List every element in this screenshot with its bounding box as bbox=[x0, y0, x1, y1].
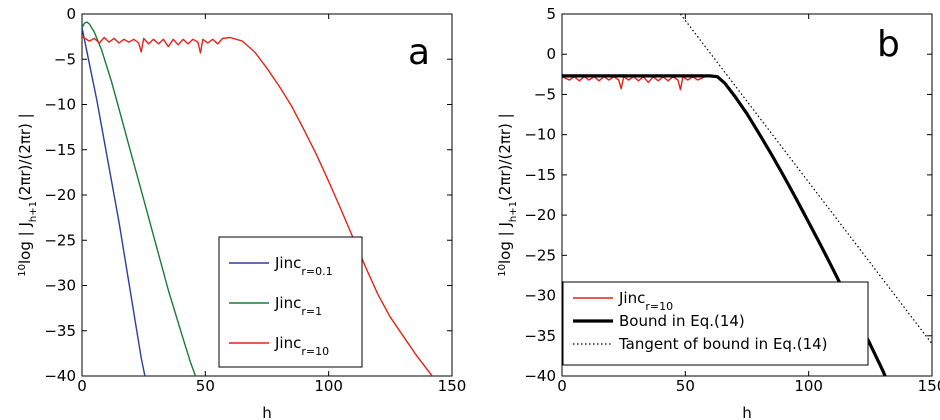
legend-entry: Tangent of bound in Eq.(14) bbox=[618, 335, 828, 353]
y-tick-label: −25 bbox=[44, 231, 76, 249]
y-label-tail: (2πr)/(2πr) | bbox=[496, 113, 514, 201]
y-tick-label: −10 bbox=[44, 96, 76, 114]
series-line-tangent-of-bound-in-eq-14- bbox=[679, 14, 932, 345]
plot-area bbox=[82, 21, 433, 376]
legend-box bbox=[218, 236, 363, 368]
legend-entry: Jincr=10 bbox=[618, 289, 673, 313]
axes-box bbox=[561, 13, 933, 377]
y-tick-label: −20 bbox=[44, 186, 76, 204]
y-tick-label: −15 bbox=[44, 141, 76, 159]
x-axis-label: h bbox=[742, 404, 752, 420]
legend-box bbox=[562, 281, 869, 366]
y-label-main: log | J bbox=[496, 222, 514, 264]
x-tick-label: 50 bbox=[676, 377, 695, 395]
y-tick-label: −10 bbox=[524, 126, 556, 144]
legend-entry-name: Jinc bbox=[274, 254, 301, 272]
y-tick-label: −30 bbox=[524, 287, 556, 305]
legend-entry-subscript: r=10 bbox=[645, 300, 673, 313]
y-tick-label: −20 bbox=[524, 206, 556, 224]
y-tick-label: −5 bbox=[54, 50, 76, 68]
legend-entry: Jincr=1 bbox=[274, 294, 322, 318]
series-line-jinc-r1 bbox=[82, 21, 197, 376]
legend-entry: Jincr=0.1 bbox=[274, 254, 333, 278]
y-label-subscript: h+1 bbox=[28, 201, 39, 222]
y-axis-label: 10log | Jh+1(2πr)/(2πr) | bbox=[496, 113, 519, 277]
x-tick-label: 50 bbox=[196, 377, 215, 395]
panel-b: 05010015050−5−10−15−20−25−30−35−40h10log… bbox=[496, 5, 940, 420]
series-line-jinc-r10 bbox=[82, 36, 433, 376]
legend-entry-subscript: r=1 bbox=[301, 305, 322, 318]
y-axis-label: 10log | Jh+1(2πr)/(2πr) | bbox=[16, 113, 39, 277]
legend-entry: Bound in Eq.(14) bbox=[619, 312, 745, 330]
legend-entry-name: Jinc bbox=[618, 289, 645, 307]
y-tick-label: −5 bbox=[534, 85, 556, 103]
y-tick-label: −30 bbox=[44, 277, 76, 295]
legend-entry-subscript: r=0.1 bbox=[301, 265, 332, 278]
legend-entry-name: Tangent of bound in Eq.(14) bbox=[618, 335, 828, 353]
legend-entry-subscript: r=10 bbox=[301, 345, 329, 358]
x-tick-label: 150 bbox=[918, 377, 940, 395]
y-tick-label: 5 bbox=[546, 5, 556, 23]
panel-letter: b bbox=[877, 24, 900, 65]
x-tick-label: 150 bbox=[438, 377, 467, 395]
x-tick-label: 100 bbox=[314, 377, 343, 395]
x-tick-label: 0 bbox=[77, 377, 87, 395]
y-label-subscript: h+1 bbox=[508, 201, 519, 222]
y-tick-label: −25 bbox=[524, 246, 556, 264]
panel-a: 0 50 100 150 0 −5 −10 −15 −20 −25 −30 −35 −40 h 10log … bbox=[16, 5, 466, 420]
y-tick-label: −40 bbox=[44, 367, 76, 385]
y-label-main: log | J bbox=[16, 222, 34, 264]
y-tick-label: −15 bbox=[524, 166, 556, 184]
y-label-superscript: 10 bbox=[497, 264, 508, 277]
y-label-tail: (2πr)/(2πr) | bbox=[16, 113, 34, 201]
legend-entry-name: Jinc bbox=[274, 334, 301, 352]
x-tick-label: 0 bbox=[557, 377, 567, 395]
series-line-jinc-r10 bbox=[562, 75, 715, 91]
legend-entry-name: Bound in Eq.(14) bbox=[619, 312, 745, 330]
y-tick-label: −35 bbox=[524, 327, 556, 345]
legend-entry-name: Jinc bbox=[274, 294, 301, 312]
y-tick-label: −40 bbox=[524, 367, 556, 385]
panel-letter: a bbox=[408, 32, 430, 73]
y-tick-label: −35 bbox=[44, 322, 76, 340]
x-tick-label: 100 bbox=[794, 377, 823, 395]
y-label-superscript: 10 bbox=[17, 264, 28, 277]
series-line-jinc-r01 bbox=[82, 27, 146, 376]
y-tick-label: 0 bbox=[546, 45, 556, 63]
x-axis-label: h bbox=[262, 404, 272, 420]
y-tick-label: 0 bbox=[66, 5, 76, 23]
legend-entry: Jincr=10 bbox=[274, 334, 329, 358]
